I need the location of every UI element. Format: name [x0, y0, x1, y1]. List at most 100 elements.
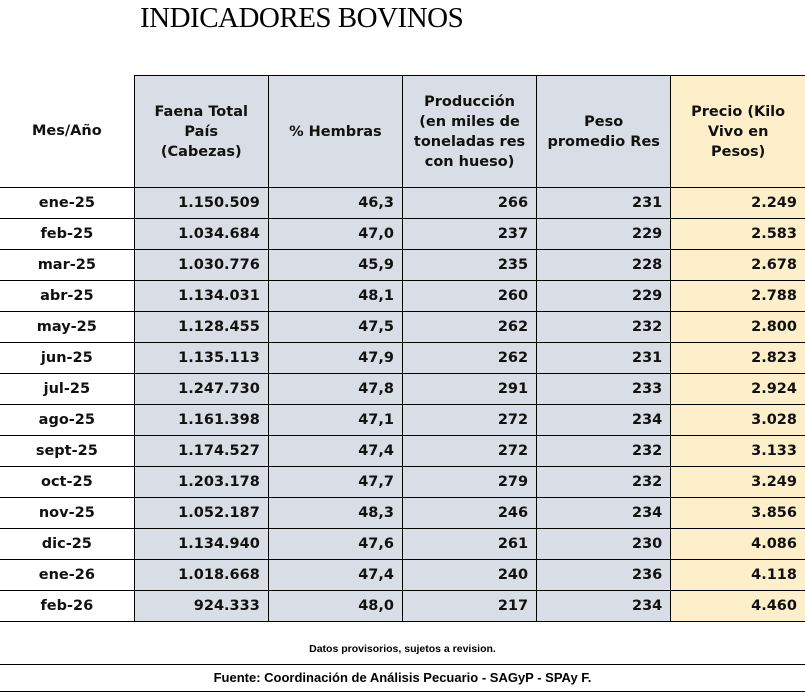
cell-faena: 1.150.509: [133, 187, 269, 219]
cell-hembras: 48,0: [267, 590, 403, 622]
cell-peso: 233: [536, 373, 672, 405]
header-mes: Mes/Año: [0, 75, 135, 188]
cell-hembras: 48,3: [267, 497, 403, 529]
cell-produccion: 240: [401, 559, 538, 591]
header-peso: Peso promedio Res: [536, 75, 672, 188]
cell-peso: 232: [536, 435, 672, 467]
cell-precio: 2.823: [670, 342, 805, 374]
cell-precio: 3.028: [670, 404, 805, 436]
cell-peso: 229: [536, 218, 672, 250]
cell-peso: 231: [536, 187, 672, 219]
cell-precio: 4.460: [670, 590, 805, 622]
cell-produccion: 272: [401, 404, 538, 436]
cell-faena: 1.018.668: [133, 559, 269, 591]
cell-precio: 2.678: [670, 249, 805, 281]
table-row: may-25 1.128.455 47,5 262 232 2.800: [0, 311, 805, 343]
cell-produccion: 262: [401, 342, 538, 374]
cell-precio: 2.249: [670, 187, 805, 219]
table-row: dic-25 1.134.940 47,6 261 230 4.086: [0, 528, 805, 560]
cell-produccion: 246: [401, 497, 538, 529]
cell-mes: feb-26: [0, 590, 135, 622]
cell-mes: ene-25: [0, 187, 135, 219]
cell-hembras: 47,4: [267, 559, 403, 591]
table-row: oct-25 1.203.178 47,7 279 232 3.249: [0, 466, 805, 498]
cell-precio: 2.583: [670, 218, 805, 250]
cell-faena: 1.134.031: [133, 280, 269, 312]
cell-mes: ene-26: [0, 559, 135, 591]
provisional-note: Datos provisorios, sujetos a revision.: [309, 643, 496, 655]
cell-hembras: 45,9: [267, 249, 403, 281]
table-row: mar-25 1.030.776 45,9 235 228 2.678: [0, 249, 805, 281]
cell-produccion: 217: [401, 590, 538, 622]
table-row: feb-26 924.333 48,0 217 234 4.460: [0, 590, 805, 622]
cell-peso: 228: [536, 249, 672, 281]
cell-peso: 234: [536, 497, 672, 529]
cell-precio: 2.800: [670, 311, 805, 343]
cell-precio: 2.788: [670, 280, 805, 312]
header-faena: Faena Total País (Cabezas): [133, 75, 269, 188]
cell-hembras: 47,7: [267, 466, 403, 498]
cell-produccion: 272: [401, 435, 538, 467]
table-row: abr-25 1.134.031 48,1 260 229 2.788: [0, 280, 805, 312]
cell-faena: 1.128.455: [133, 311, 269, 343]
cell-produccion: 260: [401, 280, 538, 312]
table-row: ene-26 1.018.668 47,4 240 236 4.118: [0, 559, 805, 591]
cell-peso: 234: [536, 590, 672, 622]
cell-faena: 1.030.776: [133, 249, 269, 281]
cell-faena: 1.034.684: [133, 218, 269, 250]
cell-peso: 231: [536, 342, 672, 374]
cell-produccion: 266: [401, 187, 538, 219]
cell-mes: jul-25: [0, 373, 135, 405]
cell-produccion: 279: [401, 466, 538, 498]
cell-faena: 924.333: [133, 590, 269, 622]
cell-peso: 234: [536, 404, 672, 436]
cell-precio: 2.924: [670, 373, 805, 405]
header-precio: Precio (Kilo Vivo en Pesos): [670, 75, 805, 188]
page-title: INDICADORES BOVINOS: [140, 2, 464, 34]
cell-hembras: 47,1: [267, 404, 403, 436]
cell-mes: jun-25: [0, 342, 135, 374]
cell-peso: 229: [536, 280, 672, 312]
cell-precio: 3.249: [670, 466, 805, 498]
cell-hembras: 47,4: [267, 435, 403, 467]
cell-faena: 1.247.730: [133, 373, 269, 405]
cell-faena: 1.161.398: [133, 404, 269, 436]
table-row: ago-25 1.161.398 47,1 272 234 3.028: [0, 404, 805, 436]
cell-faena: 1.052.187: [133, 497, 269, 529]
cell-precio: 4.118: [670, 559, 805, 591]
cell-mes: dic-25: [0, 528, 135, 560]
cell-peso: 236: [536, 559, 672, 591]
cell-hembras: 47,5: [267, 311, 403, 343]
cell-mes: feb-25: [0, 218, 135, 250]
header-row: Mes/Año Faena Total País (Cabezas)% Hembr…: [0, 75, 805, 188]
cell-produccion: 235: [401, 249, 538, 281]
cell-mes: oct-25: [0, 466, 135, 498]
table-row: sept-25 1.174.527 47,4 272 232 3.133: [0, 435, 805, 467]
cell-mes: may-25: [0, 311, 135, 343]
table-row: jul-25 1.247.730 47,8 291 233 2.924: [0, 373, 805, 405]
source-line: Fuente: Coordinación de Análisis Pecuari…: [0, 664, 805, 692]
cell-faena: 1.174.527: [133, 435, 269, 467]
cell-peso: 230: [536, 528, 672, 560]
table-row: jun-25 1.135.113 47,9 262 231 2.823: [0, 342, 805, 374]
cell-mes: nov-25: [0, 497, 135, 529]
cell-produccion: 261: [401, 528, 538, 560]
cell-faena: 1.203.178: [133, 466, 269, 498]
cell-produccion: 291: [401, 373, 538, 405]
cell-mes: abr-25: [0, 280, 135, 312]
table-row: ene-25 1.150.509 46,3 266 231 2.249: [0, 187, 805, 219]
cell-precio: 4.086: [670, 528, 805, 560]
cell-precio: 3.856: [670, 497, 805, 529]
cell-mes: sept-25: [0, 435, 135, 467]
cell-produccion: 262: [401, 311, 538, 343]
cell-precio: 3.133: [670, 435, 805, 467]
table-row: feb-25 1.034.684 47,0 237 229 2.583: [0, 218, 805, 250]
cell-hembras: 47,0: [267, 218, 403, 250]
indicators-table: Mes/Año Faena Total País (Cabezas)% Hembr…: [0, 75, 805, 622]
table-row: nov-25 1.052.187 48,3 246 234 3.856: [0, 497, 805, 529]
cell-mes: ago-25: [0, 404, 135, 436]
cell-hembras: 47,9: [267, 342, 403, 374]
cell-peso: 232: [536, 311, 672, 343]
cell-produccion: 237: [401, 218, 538, 250]
header-hembras: % Hembras: [267, 75, 403, 188]
